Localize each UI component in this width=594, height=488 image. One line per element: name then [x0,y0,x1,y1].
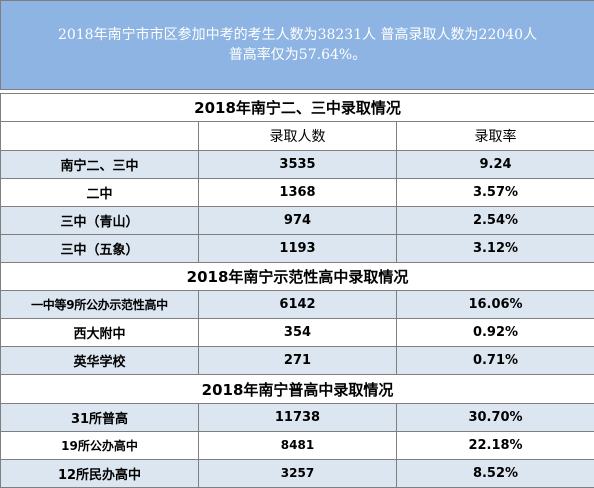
section-heading-row: 2018年南宁二、三中录取情况 [0,93,594,123]
school-name: 12所民办高中 [0,458,199,488]
column-header-count: 录取人数 [198,121,397,151]
table-row: 英华学校 271 0.71% [0,346,594,376]
admission-rate: 16.06% [395,290,594,320]
admission-rate: 3.12% [395,233,594,264]
table-row: 二中 1368 3.57% [0,177,594,207]
admission-rate: 9.24 [395,149,594,179]
table-row: 三中（青山） 974 2.54% [0,205,594,235]
admission-count: 974 [198,205,397,235]
admission-rate: 0.71% [395,346,594,376]
summary-banner: 2018年南宁市市区参加中考的考生人数为38231人 普高录取人数为22040人… [0,0,594,91]
admission-count: 3535 [198,149,397,179]
section-heading-row: 2018年南宁示范性高中录取情况 [0,262,594,292]
school-name: 南宁二、三中 [0,149,199,179]
table-row: 南宁二、三中 3535 9.24 [0,149,594,179]
admission-count: 1193 [198,233,397,264]
admission-count: 8481 [198,430,397,460]
table-row: 31所普高 11738 30.70% [0,402,594,432]
admission-count: 11738 [198,402,397,432]
admission-rate: 3.57% [395,177,594,207]
school-name: 31所普高 [0,402,199,432]
admission-count: 6142 [198,290,397,320]
table-row: 一中等9所公办示范性高中 6142 16.06% [0,290,594,320]
school-name: 三中（青山） [0,205,199,235]
admission-rate: 0.92% [395,318,594,348]
section-title: 2018年南宁普高中录取情况 [0,374,594,404]
table-row: 西大附中 354 0.92% [0,318,594,348]
summary-banner-cell: 2018年南宁市市区参加中考的考生人数为38231人 普高录取人数为22040人… [0,0,594,91]
admission-count: 3257 [198,458,397,488]
school-name: 19所公办高中 [0,430,199,460]
column-header-rate: 录取率 [395,121,594,151]
summary-line-1: 2018年南宁市市区参加中考的考生人数为38231人 普高录取人数为22040人 [57,27,538,44]
admission-rate: 8.52% [395,458,594,488]
admission-count: 1368 [198,177,397,207]
admission-count: 354 [198,318,397,348]
section-heading-row: 2018年南宁普高中录取情况 [0,374,594,404]
school-name: 西大附中 [0,318,199,348]
column-header-row: 录取人数 录取率 [0,121,594,151]
table-row: 12所民办高中 3257 8.52% [0,458,594,488]
school-name: 英华学校 [0,346,199,376]
table-row: 19所公办高中 8481 22.18% [0,430,594,460]
admission-rate: 22.18% [395,430,594,460]
admission-rate: 30.70% [395,402,594,432]
section-title: 2018年南宁示范性高中录取情况 [0,262,594,292]
summary-line-2: 普高率仅为57.64%。 [228,47,367,64]
school-name: 一中等9所公办示范性高中 [0,290,199,320]
school-name: 二中 [0,177,199,207]
section-title: 2018年南宁二、三中录取情况 [0,93,594,123]
admission-count: 271 [198,346,397,376]
admission-rate: 2.54% [395,205,594,235]
table-row: 三中（五象） 1193 3.12% [0,233,594,264]
column-header-blank [0,121,199,151]
school-name: 三中（五象） [0,233,199,264]
